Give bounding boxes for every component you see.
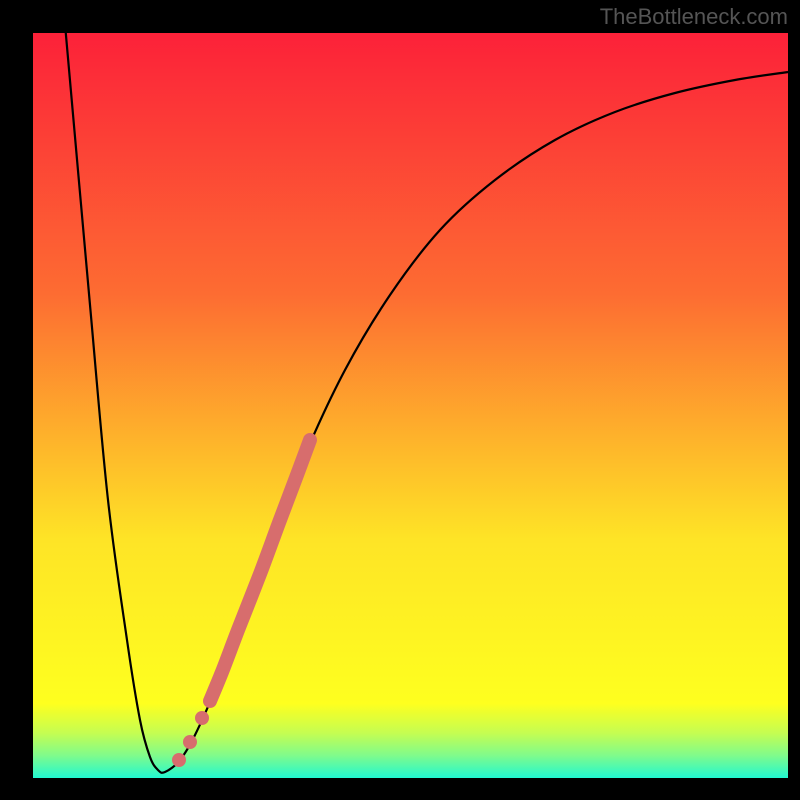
watermark-text: TheBottleneck.com — [600, 4, 788, 30]
chart-plot-area — [33, 33, 788, 778]
